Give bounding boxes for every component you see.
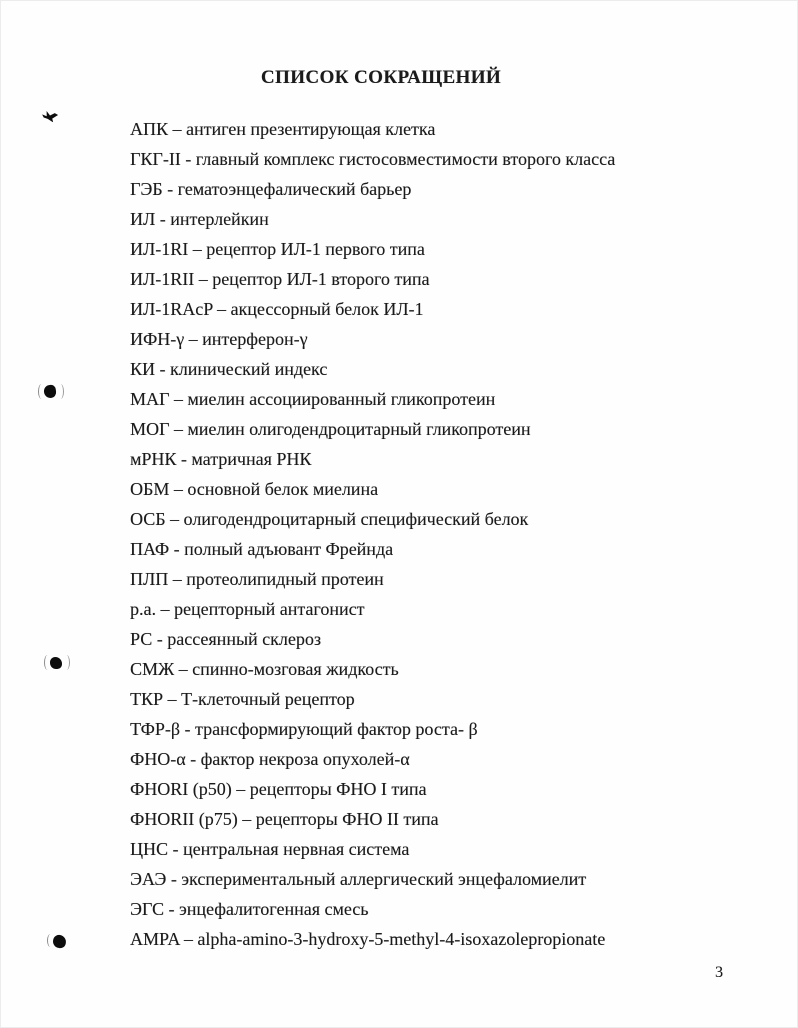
abbreviation-item: КИ - клинический индекс bbox=[130, 359, 328, 379]
abbreviation-item: ПЛП – протеолипидный протеин bbox=[130, 569, 384, 589]
abbreviation-item: РС - рассеянный склероз bbox=[130, 629, 321, 649]
abbreviation-item: МАГ – миелин ассоциированный гликопротеи… bbox=[130, 389, 496, 409]
page-number: 3 bbox=[715, 964, 723, 981]
abbreviation-item: АПК – антиген презентирующая клетка bbox=[130, 119, 436, 139]
ink-blot-artifact bbox=[47, 934, 54, 947]
abbreviation-item: ЭГС - энцефалитогенная смесь bbox=[130, 899, 369, 919]
ink-blot-artifact bbox=[38, 384, 45, 399]
abbreviation-item: ГКГ-II - главный комплекс гистосовместим… bbox=[130, 149, 616, 169]
ink-blot-artifact bbox=[57, 384, 64, 399]
ink-blot-artifact bbox=[43, 384, 57, 399]
ink-blot-artifact bbox=[51, 933, 68, 950]
abbreviation-item: ЦНС - центральная нервная система bbox=[130, 839, 410, 859]
abbreviation-item: МОГ – миелин олигодендроцитарный гликопр… bbox=[130, 419, 531, 439]
ink-blot-artifact bbox=[44, 655, 51, 670]
ink-blot-artifact bbox=[50, 657, 62, 669]
page-title: СПИСОК СОКРАЩЕНИЙ bbox=[260, 67, 502, 88]
abbreviation-item: ИЛ-1RII – рецептор ИЛ-1 второго типа bbox=[130, 269, 430, 289]
abbreviation-item: ОСБ – олигодендроцитарный специфический … bbox=[130, 509, 529, 529]
abbreviation-item: ТФР-β - трансформирующий фактор роста- β bbox=[130, 719, 478, 739]
abbreviation-item: ОБМ – основной белок миелина bbox=[130, 479, 379, 499]
ink-blot-artifact bbox=[41, 108, 58, 123]
abbreviation-item: ИЛ-1RI – рецептор ИЛ-1 первого типа bbox=[130, 239, 425, 259]
abbreviation-item: р.а. – рецепторный антагонист bbox=[130, 599, 365, 619]
abbreviation-item: ФНО-α - фактор некроза опухолей-α bbox=[130, 749, 410, 769]
ink-blot-artifact bbox=[63, 655, 70, 670]
abbreviation-item: ГЭБ - гематоэнцефалический барьер bbox=[130, 179, 412, 199]
abbreviation-item: ЭАЭ - экспериментальный аллергический эн… bbox=[130, 869, 587, 889]
abbreviation-item: СМЖ – спинно-мозговая жидкость bbox=[130, 659, 399, 679]
abbreviation-item: AMPA – alpha-amino-3-hydroxy-5-methyl-4-… bbox=[130, 929, 606, 949]
abbreviation-item: мРНК - матричная РНК bbox=[130, 449, 312, 469]
abbreviation-item: ИЛ - интерлейкин bbox=[130, 209, 269, 229]
abbreviation-item: ТКР – Т-клеточный рецептор bbox=[130, 689, 355, 709]
abbreviation-item: ФНОRII (p75) – рецепторы ФНО II типа bbox=[130, 809, 439, 829]
abbreviation-item: ИФН-γ – интерферон-γ bbox=[130, 329, 308, 349]
abbreviation-list: АПК – антиген презентирующая клетка ГКГ-I… bbox=[130, 114, 737, 954]
abbreviation-item: ФНОRI (p50) – рецепторы ФНО I типа bbox=[130, 779, 427, 799]
abbreviation-item: ПАФ - полный адъювант Фрейнда bbox=[130, 539, 394, 559]
abbreviation-item: ИЛ-1RAcP – акцессорный белок ИЛ-1 bbox=[130, 299, 424, 319]
